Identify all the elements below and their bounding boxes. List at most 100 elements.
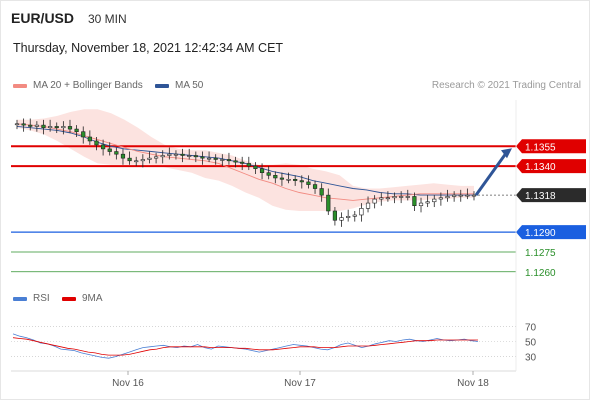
candle	[187, 148, 192, 160]
candle-body	[28, 124, 33, 127]
candle	[167, 147, 172, 160]
candle	[41, 119, 46, 135]
candle-body	[67, 126, 73, 130]
candle-body	[293, 178, 298, 181]
candle-body	[312, 184, 318, 189]
candle	[74, 125, 79, 137]
candle-body	[392, 196, 397, 199]
candle-body	[94, 140, 99, 146]
candle	[147, 151, 152, 164]
level-tag-1-1318: 1.1318	[516, 188, 586, 203]
candle	[94, 137, 99, 151]
candle	[372, 195, 377, 209]
candle	[452, 191, 457, 202]
candle	[286, 172, 291, 184]
candle-body	[399, 196, 404, 198]
candle-body	[359, 208, 364, 216]
candle	[399, 191, 404, 204]
candle-body	[226, 159, 232, 162]
candle	[418, 197, 424, 213]
candle	[48, 119, 53, 132]
candle-body	[21, 123, 26, 126]
candle-body	[306, 181, 311, 185]
candle	[471, 191, 477, 201]
candle-body	[299, 180, 304, 183]
candle	[425, 195, 430, 208]
legend-9ma-label: 9MA	[82, 293, 103, 304]
candle	[352, 211, 357, 222]
symbol-title: EUR/USD	[11, 10, 75, 26]
candle-body	[120, 153, 126, 159]
candle-body	[346, 215, 351, 218]
candle	[246, 156, 251, 171]
candle	[458, 189, 463, 202]
legend-rsi-label: RSI	[33, 293, 50, 304]
candle	[266, 166, 271, 180]
candle	[385, 191, 390, 202]
candle-body	[465, 194, 470, 197]
candle	[299, 175, 304, 189]
candle	[326, 188, 331, 215]
candle-body	[48, 126, 53, 129]
candle	[465, 188, 470, 200]
candle-body	[372, 198, 377, 204]
level-tag-box	[516, 188, 586, 203]
candle	[445, 189, 450, 202]
ma20-line	[16, 123, 474, 201]
candle-body	[438, 197, 443, 200]
x-tick-label: Nov 17	[284, 378, 316, 389]
candle	[220, 154, 225, 167]
candle	[240, 156, 245, 171]
candle-body	[240, 161, 245, 164]
candle	[160, 150, 165, 164]
candle-body	[74, 128, 79, 133]
candle-body	[405, 196, 410, 198]
candle	[140, 154, 145, 168]
candle	[54, 122, 59, 134]
candle-body	[233, 160, 238, 163]
candle-body	[134, 160, 139, 163]
level-label-1-1275: 1.1275	[525, 248, 556, 259]
candle	[306, 175, 311, 189]
candle	[193, 151, 198, 163]
candle-body	[432, 198, 437, 203]
x-tick-label: Nov 16	[112, 378, 144, 389]
candle-body	[127, 157, 132, 162]
level-label-1-1260: 1.1260	[525, 268, 556, 279]
rsi-tick-30: 30	[525, 353, 537, 364]
candle	[432, 195, 437, 208]
candle-body	[220, 159, 225, 161]
candle-body	[379, 197, 384, 200]
candle-body	[81, 131, 86, 138]
candle-body	[365, 202, 371, 209]
candle	[293, 175, 298, 186]
candle	[312, 180, 318, 194]
candle	[233, 156, 238, 168]
legend-ma50-swatch	[155, 84, 169, 88]
candle-body	[458, 194, 463, 197]
candle-body	[107, 148, 112, 152]
level-label-1-1318: 1.1318	[525, 191, 556, 202]
legend-rsi-swatch	[13, 297, 27, 301]
candle	[213, 154, 218, 165]
candle-body	[332, 210, 338, 221]
candle-body	[41, 124, 46, 129]
level-tag-box	[516, 159, 586, 174]
candle	[81, 126, 86, 144]
candle	[34, 121, 39, 132]
forecast-arrow-head	[501, 148, 512, 159]
candle-body	[425, 201, 430, 204]
candle-body	[246, 163, 251, 167]
candle-body	[259, 168, 265, 173]
candle	[259, 163, 265, 180]
candle	[61, 121, 66, 135]
candle-body	[412, 196, 417, 207]
candle	[332, 207, 338, 226]
candle	[405, 189, 410, 201]
candle-body	[385, 197, 390, 200]
candle	[28, 118, 33, 131]
rsi-9ma-line	[12, 337, 478, 356]
timeframe-label: 30 MIN	[88, 12, 127, 26]
legend-9ma-swatch	[62, 297, 76, 301]
